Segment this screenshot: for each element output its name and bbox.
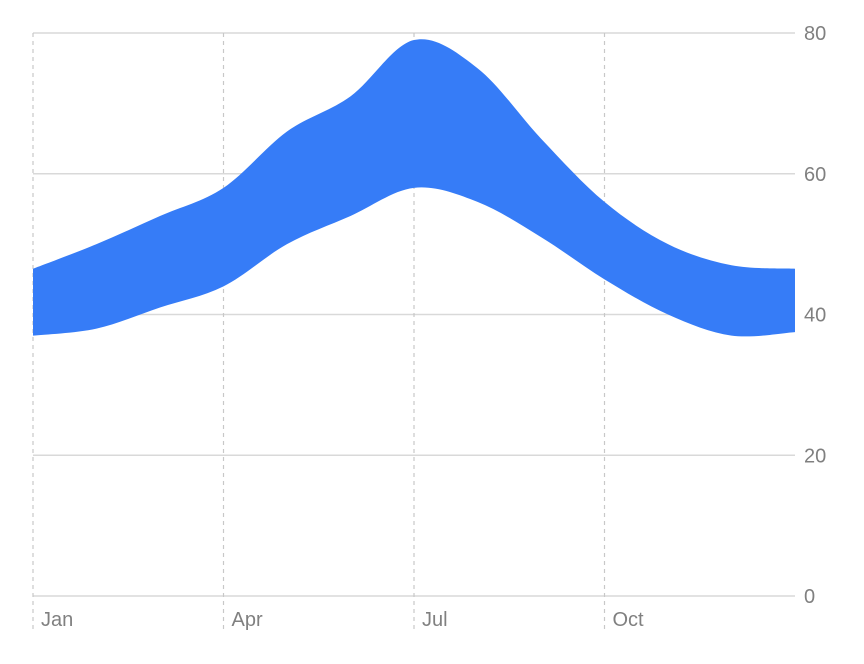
y-tick-label: 80 [804,23,826,45]
x-tick-label: Apr [232,609,263,631]
tick-layer: 0 20 40 60 80 Jan Apr Jul Oct [41,23,826,631]
range-band-series [33,39,795,337]
y-tick-label: 40 [804,305,826,327]
x-tick-label: Jul [422,609,448,631]
x-tick-label: Oct [613,609,645,631]
y-tick-label: 60 [804,164,826,186]
area-layer [33,39,795,337]
x-tick-label: Jan [41,609,73,631]
y-tick-label: 20 [804,445,826,467]
y-tick-label: 0 [804,586,815,608]
